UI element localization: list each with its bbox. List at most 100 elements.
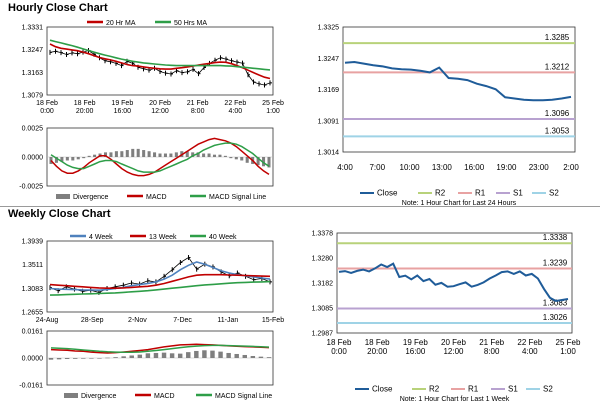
weekly-price-legend-2-label: 40 Week [209,234,237,241]
hourly-levels-close-line [344,60,572,102]
hourly-macd-divergence-bar [109,152,113,157]
weekly-macd-divergence-bar [145,353,151,358]
weekly-levels-x-tick: 20:00 [367,347,388,356]
weekly-macd-divergence-bar [129,355,134,358]
hourly-levels-y-tick: 1.3169 [318,87,340,94]
hourly-price-x-tick: 12:00 [151,108,169,115]
weekly-macd-divergence-bar [48,358,54,360]
weekly-levels-x-tick: 8:00 [484,347,500,356]
weekly-levels-y-tick: 1.3085 [312,306,334,313]
weekly-macd-divergence-bar [153,352,159,358]
hourly-price-x-tick: 20 Feb [149,100,171,107]
hourly-macd-divergence-bar [267,157,271,168]
hourly-macd-divergence-bar [256,157,260,166]
hourly-price-x-tick: 18 Feb [36,100,58,107]
hourly-price-y-tick: 1.3331 [22,25,44,32]
hourly-macd-divergence-bar [262,157,266,167]
hourly-price-close-line [49,50,271,86]
weekly-macd-y-tick: -0.0161 [19,383,43,390]
weekly-levels-level-label: 1.3026 [543,313,568,322]
weekly-macd-divergence-bar [73,358,78,359]
hourly-price-x-tick: 16:00 [114,108,132,115]
hourly-macd-legend-2-label: MACD Signal Line [209,194,266,201]
hourly-price-legend-1-label: 50 Hrs MA [174,20,207,27]
hourly-macd-divergence-bar [82,157,86,159]
weekly-levels-x-tick: 1:00 [560,347,576,356]
hourly-macd-divergence-bar [49,157,53,164]
weekly-macd-divergence-bar [169,353,175,358]
hourly-macd-legend-1-label: MACD [146,194,167,201]
hourly-macd-divergence-bar [163,153,167,157]
hourly-price-frame [46,26,274,96]
weekly-price-x-tick: 15-Feb [262,317,284,324]
hourly-levels-y-tick: 1.3247 [318,56,340,63]
weekly-macd-divergence-bar [89,358,94,359]
weekly-macd-legend-0-swatch [64,393,78,398]
hourly-levels-level-label: 1.3053 [545,126,570,135]
hourly-macd-divergence-bar [120,151,124,157]
section-divider [0,206,600,207]
hourly-macd-divergence-bar [191,152,195,157]
hourly-macd-divergence-bar [147,151,151,157]
weekly-levels-y-tick: 1.3280 [312,256,334,263]
weekly-macd-divergence-bar [202,350,207,358]
weekly-price-x-tick: 7-Dec [173,317,192,324]
weekly-levels-close-line [338,262,569,303]
weekly-price-x-tick: 24-Aug [36,317,59,324]
hourly-macd-divergence-bar [65,157,69,161]
hourly-price-x-tick: 18 Feb [74,100,96,107]
weekly-levels-x-tick: 22 Feb [517,338,542,347]
weekly-price-y-tick: 1.3939 [22,239,44,246]
weekly-levels-frame [336,232,573,334]
hourly-macd-divergence-bar [169,153,173,157]
hourly-price-y-tick: 1.3247 [22,47,44,54]
weekly-macd-divergence-bar [194,350,199,358]
weekly-macd-divergence-bar [242,354,247,358]
weekly-macd-divergence-bar [250,355,256,358]
hourly-macd-divergence-bar [223,155,227,157]
hourly-macd-divergence-bar [114,151,118,157]
weekly-levels-x-tick: 18 Feb [365,338,390,347]
hourly-levels-frame [342,26,576,153]
hourly-price-x-tick: 20:00 [76,108,94,115]
weekly-levels-x-tick: 18 Feb [327,338,352,347]
weekly-levels-x-tick: 19 Feb [403,338,428,347]
hourly-levels-legend-4-label: S2 [549,189,559,198]
weekly-levels-x-tick: 12:00 [443,347,464,356]
hourly-levels-legend-1-label: R2 [435,189,446,198]
weekly-macd-divergence-bar [81,358,86,359]
weekly-macd-divergence-bar [121,356,126,358]
hourly-levels-x-tick: 7:00 [369,163,385,172]
weekly-macd-y-tick: 0.0161 [22,329,44,336]
weekly-price-x-tick: 2-Nov [128,317,147,324]
hourly-macd-divergence-bar [174,152,178,157]
hourly-macd-signal-line [50,142,270,173]
weekly-levels-x-tick: 16:00 [405,347,426,356]
weekly-levels-level-label: 1.3338 [543,233,568,242]
weekly-levels-legend-3-label: S1 [508,385,518,394]
hourly-macd-legend-0-label: Divergence [73,194,109,201]
weekly-levels-x-tick: 21 Feb [479,338,504,347]
weekly-macd-legend-0-label: Divergence [81,393,117,400]
hourly-price-x-tick: 8:00 [191,108,205,115]
weekly-levels-note: Note: 1 Hour Chart for Last 1 Week [400,396,510,403]
weekly-levels-legend-4-label: S2 [543,385,553,394]
hourly-price-x-tick: 21 Feb [187,100,209,107]
weekly-levels-level-label: 1.3239 [543,259,568,268]
weekly-macd-divergence-bar [266,357,272,358]
weekly-macd-signal-line [50,344,270,354]
hourly-macd-y-tick: 0.0000 [22,155,44,162]
weekly-macd-divergence-bar [56,358,62,360]
hourly-macd-divergence-bar [202,153,206,157]
hourly-macd-divergence-bar [245,157,249,163]
weekly-macd-y-tick: 0.0000 [22,356,44,363]
weekly-levels-legend-1-label: R2 [429,385,440,394]
hourly-price-x-tick: 0:00 [40,108,54,115]
weekly-macd-divergence-bar [113,357,118,358]
weekly-price-x-tick: 11-Jan [217,317,238,324]
weekly-levels-y-tick: 1.2987 [312,331,334,338]
hourly-levels-y-tick: 1.3014 [318,150,340,157]
hourly-macd-divergence-bar [142,150,146,157]
hourly-price-x-tick: 1:00 [266,108,280,115]
hourly-levels-legend-3-label: S1 [513,189,523,198]
